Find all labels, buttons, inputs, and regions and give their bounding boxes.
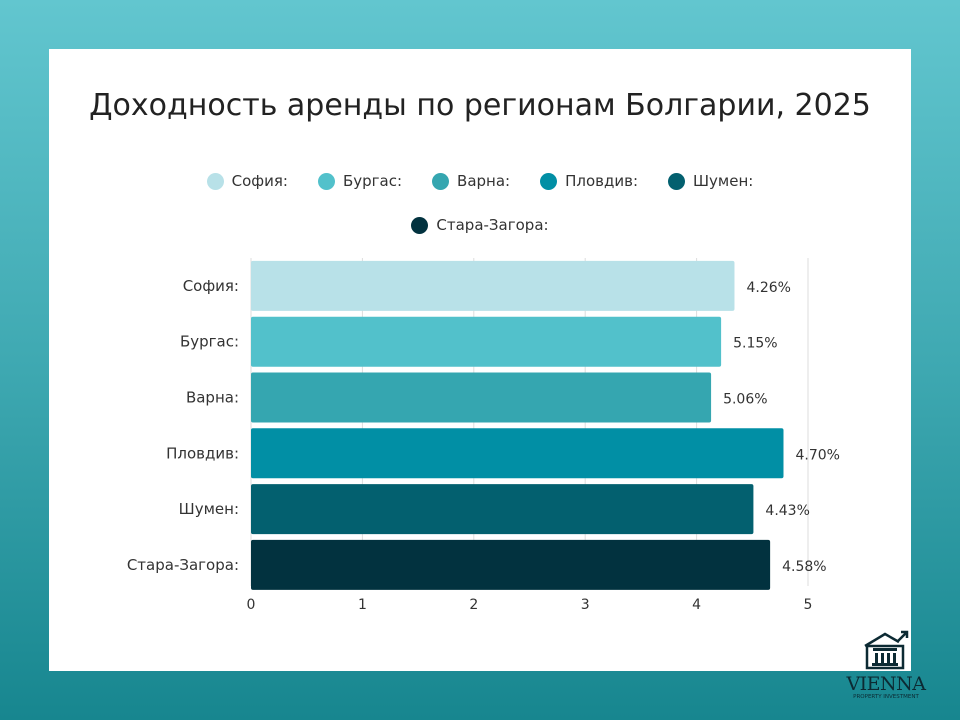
legend-item: Пловдив:: [540, 172, 638, 190]
vienna-logo: VIENNA PROPERTY INVESTMENT: [846, 628, 926, 700]
y-category-label: Бургас:: [180, 333, 239, 351]
data-label: 5.15%: [733, 336, 777, 352]
legend-label: Стара-Загора:: [436, 216, 549, 234]
legend-label: Варна:: [457, 172, 511, 190]
legend-item: Стара-Загора:: [411, 216, 549, 234]
logo-name: VIENNA: [846, 673, 926, 695]
bar: [251, 484, 754, 535]
legend-row-2: Стара-Загора:: [0, 216, 960, 234]
legend-swatch: [668, 172, 685, 190]
y-category-label: Пловдив:: [166, 444, 239, 462]
legend-item: Бургас:: [317, 172, 403, 190]
legend-item: Шумен:: [668, 172, 753, 190]
legend-label: Бургас:: [342, 172, 403, 190]
data-label: 4.58%: [782, 559, 826, 575]
legend-item: Варна:: [432, 172, 510, 190]
x-tick-label: 4: [692, 597, 701, 613]
data-label: 4.26%: [746, 280, 790, 296]
legend-swatch: [206, 172, 224, 190]
bar: [251, 539, 771, 590]
y-category-label: София:: [183, 277, 239, 295]
data-label: 4.43%: [765, 503, 809, 519]
legend: София: Бургас: Варна: Пловдив: Шумен:: [0, 172, 960, 190]
bar: [251, 316, 722, 367]
legend-label: София:: [231, 172, 288, 190]
bar: [251, 428, 784, 479]
y-category-label: Варна:: [186, 389, 239, 407]
y-category-label: Стара-Загора:: [127, 556, 239, 574]
logo-subtitle: PROPERTY INVESTMENT: [853, 694, 919, 700]
x-tick-label: 0: [247, 597, 256, 613]
legend-swatch: [432, 172, 450, 190]
y-category-label: Шумен:: [179, 500, 239, 518]
bar: [251, 372, 712, 423]
data-label: 4.70%: [795, 447, 839, 463]
legend-label: Пловдив:: [565, 172, 638, 190]
x-tick-label: 5: [804, 597, 813, 613]
legend-swatch: [411, 216, 429, 234]
legend-item: София:: [206, 172, 288, 190]
bar: [251, 260, 735, 311]
x-tick-label: 3: [581, 597, 590, 613]
chart-title: Доходность аренды по регионам Болгарии, …: [89, 88, 871, 123]
legend-label: Шумен:: [693, 172, 754, 190]
data-label: 5.06%: [723, 392, 767, 408]
building-icon: [864, 630, 909, 670]
x-tick-label: 2: [469, 597, 478, 613]
legend-swatch: [540, 172, 558, 190]
x-tick-label: 1: [358, 597, 367, 613]
legend-swatch: [317, 172, 335, 190]
